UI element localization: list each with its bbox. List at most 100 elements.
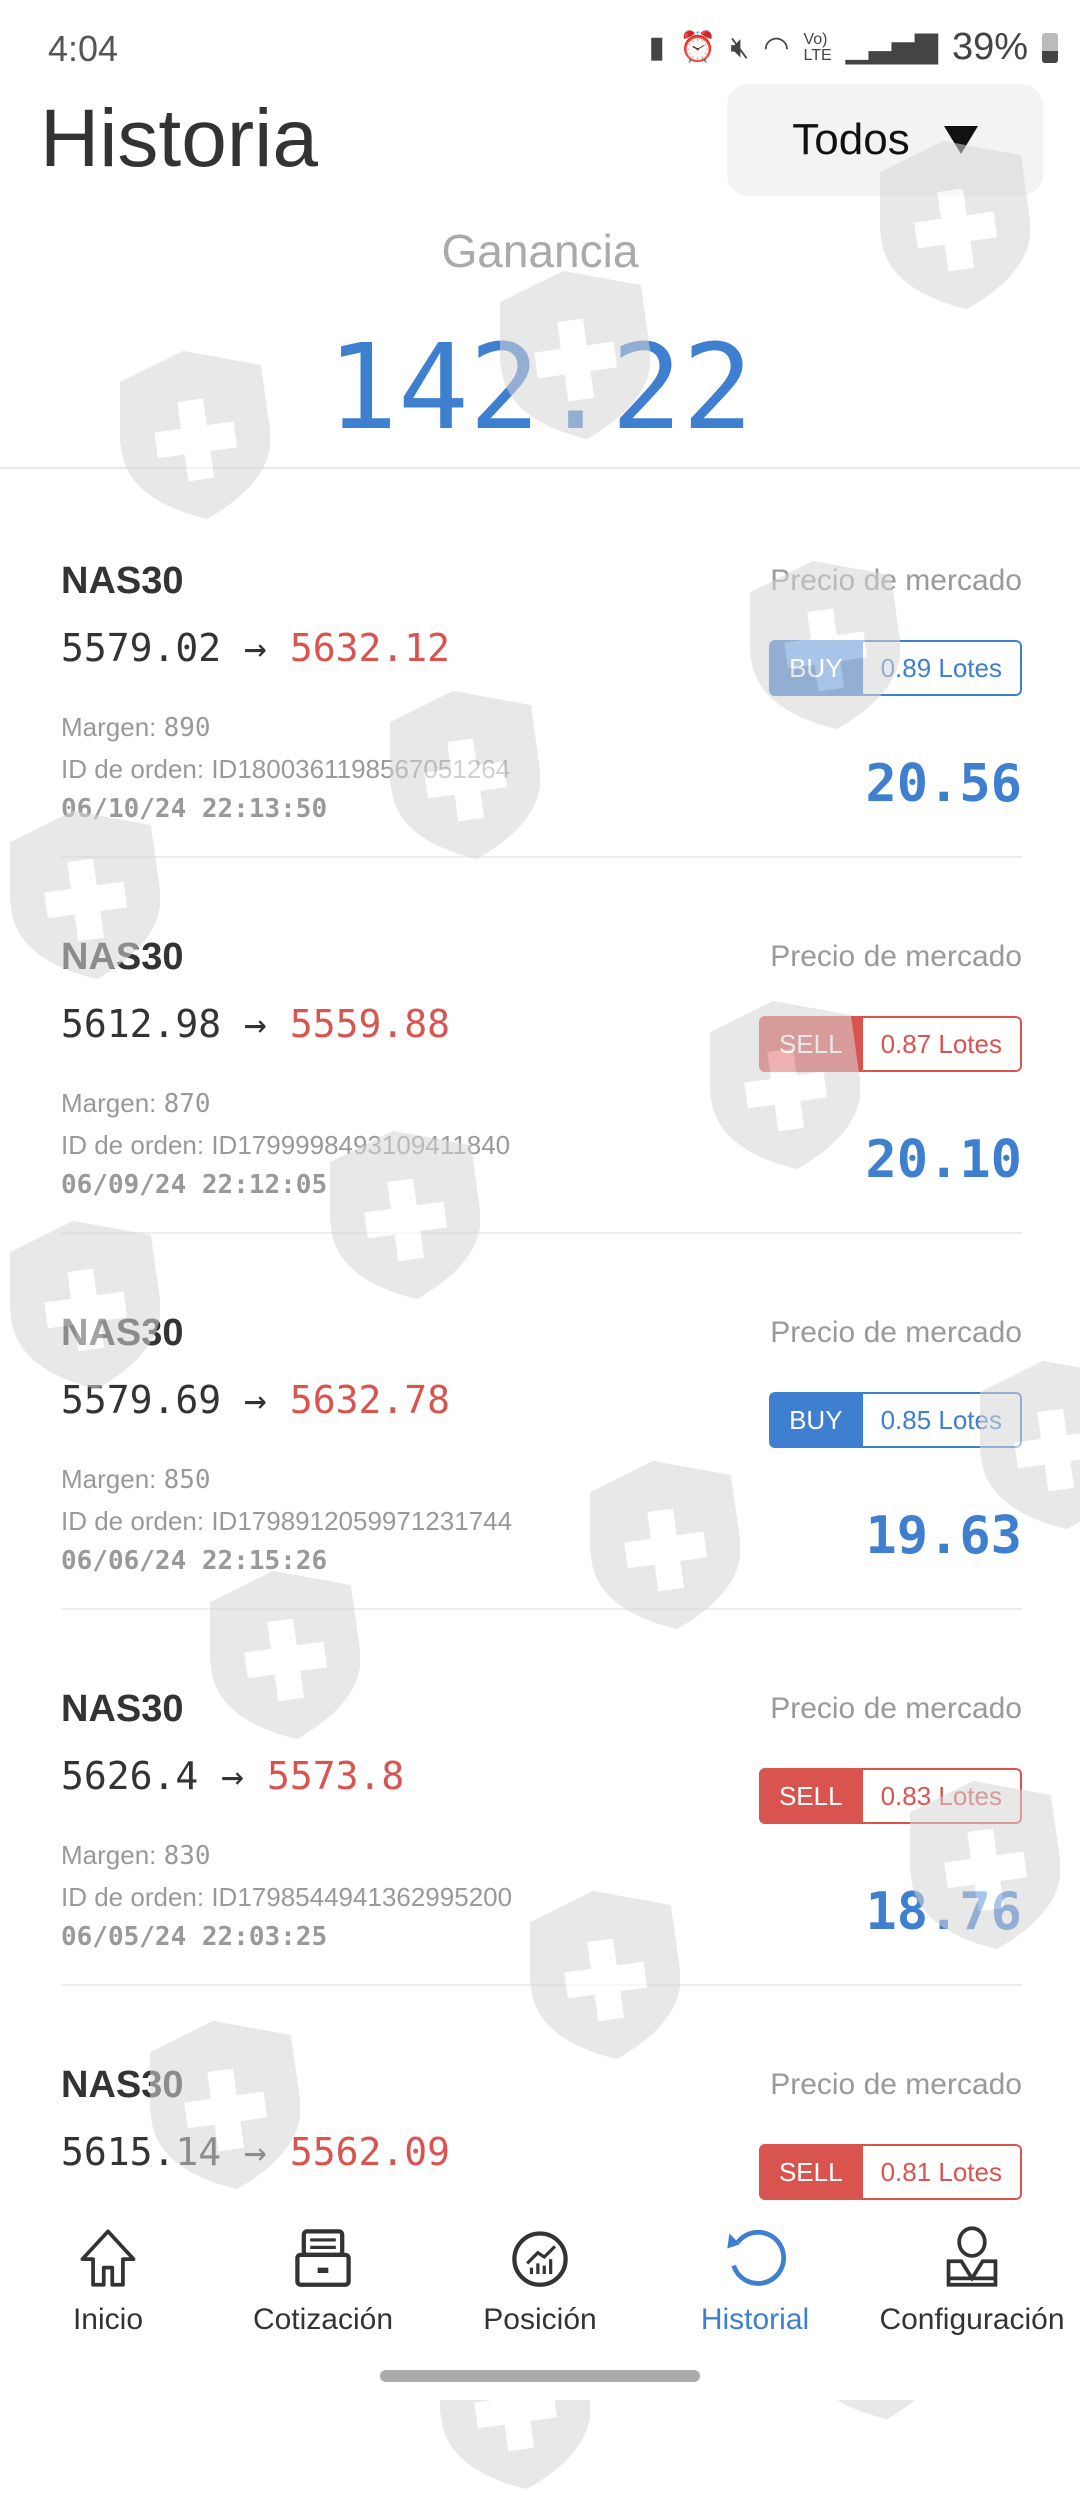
profit-total: 142.22 xyxy=(326,318,754,456)
market-price-label: Precio de mercado xyxy=(770,940,1022,973)
order-side-badge: BUY 0.85 Lotes xyxy=(769,1392,1022,1448)
order-prices: 5579.69 → 5632.78 xyxy=(61,1378,450,1422)
order-symbol: NAS30 xyxy=(61,936,184,978)
market-price-label: Precio de mercado xyxy=(770,2068,1022,2101)
profit-label: Ganancia xyxy=(441,225,639,277)
nav-label: Cotización xyxy=(252,2303,394,2336)
margin-label: Margen: xyxy=(61,1464,157,1494)
order-id-label: ID de orden: xyxy=(61,754,205,784)
order-datetime: 06/10/24 22:13:50 xyxy=(61,794,328,824)
open-price: 5615.14 xyxy=(61,2130,222,2174)
open-price: 5579.69 xyxy=(61,1378,222,1422)
order-margin: Margen: 870 xyxy=(61,1088,211,1119)
market-price-label: Precio de mercado xyxy=(770,1316,1022,1349)
open-price: 5626.4 xyxy=(61,1754,199,1798)
close-price: 5632.78 xyxy=(289,1378,450,1422)
order-id-label: ID de orden: xyxy=(61,1882,205,1912)
mute-icon: 🔇︎ xyxy=(730,30,750,64)
nav-item-history[interactable]: Historial xyxy=(655,2225,855,2337)
market-price-label: Precio de mercado xyxy=(770,564,1022,597)
order-profit: 18.76 xyxy=(865,1882,1022,1942)
order-id: ID de orden: ID1798912059971231744 xyxy=(61,1506,512,1537)
battery-icon xyxy=(1042,32,1058,63)
order-card[interactable]: NAS30 5612.98 → 5559.88 Margen: 870 ID d… xyxy=(61,936,1022,1336)
order-prices: 5579.02 → 5632.12 xyxy=(61,626,450,670)
user-icon xyxy=(946,2226,998,2287)
filter-dropdown[interactable]: Todos xyxy=(727,84,1043,196)
status-time: 4:04 xyxy=(48,28,119,69)
order-id: ID de orden: ID1800361198567051264 xyxy=(61,754,510,785)
open-price: 5579.02 xyxy=(61,626,222,670)
signal-icon: ▁▃▅▇ xyxy=(845,31,938,64)
margin-value: 830 xyxy=(163,1841,211,1871)
order-card[interactable]: NAS30 5579.69 → 5632.78 Margen: 850 ID d… xyxy=(61,1312,1022,1712)
order-lots: 0.81 Lotes xyxy=(862,2144,1022,2200)
order-id-label: ID de orden: xyxy=(61,1130,205,1160)
status-icons: ▮ ⏰ 🔇︎ ◠ Vo) LTE ▁▃▅▇ 39% xyxy=(649,26,1058,69)
order-side-badge: BUY 0.89 Lotes xyxy=(769,640,1022,696)
order-margin: Margen: 830 xyxy=(61,1840,211,1871)
order-side-badge: SELL 0.83 Lotes xyxy=(758,1768,1022,1824)
order-side: SELL xyxy=(758,1768,863,1824)
order-margin: Margen: 890 xyxy=(61,712,211,743)
wifi-icon: ◠ xyxy=(763,31,790,64)
arrow-right-icon: → xyxy=(244,626,267,670)
triangle-down-icon xyxy=(943,126,978,154)
arrow-right-icon: → xyxy=(244,1378,267,1422)
filter-value: Todos xyxy=(792,115,910,164)
home-indicator[interactable] xyxy=(380,2370,700,2382)
order-card[interactable]: NAS30 5626.4 → 5573.8 Margen: 830 ID de … xyxy=(61,1688,1022,2088)
margin-value: 890 xyxy=(163,713,211,743)
margin-value: 850 xyxy=(163,1465,211,1495)
margin-label: Margen: xyxy=(61,1840,157,1870)
order-prices: 5626.4 → 5573.8 xyxy=(61,1754,404,1798)
nav-label: Inicio xyxy=(72,2303,144,2336)
order-margin: Margen: 850 xyxy=(61,1464,211,1495)
order-symbol: NAS30 xyxy=(61,1312,184,1354)
order-id-value: ID1800361198567051264 xyxy=(211,754,511,784)
order-side: SELL xyxy=(758,1016,863,1072)
bottom-nav: Inicio Cotización Posición Historial Configu… xyxy=(0,2203,1080,2400)
order-symbol: NAS30 xyxy=(61,2064,184,2106)
battery-saver-icon: ▮ xyxy=(648,31,666,64)
page-title: Historia xyxy=(40,93,318,184)
order-lots: 0.83 Lotes xyxy=(862,1768,1022,1824)
order-side: SELL xyxy=(758,2144,863,2200)
nav-label: Posición xyxy=(483,2303,597,2336)
order-card[interactable]: NAS30 5579.02 → 5632.12 Margen: 890 ID d… xyxy=(61,560,1022,960)
close-price: 5632.12 xyxy=(289,626,450,670)
arrow-right-icon: → xyxy=(244,2130,267,2174)
nav-label: Configuración xyxy=(879,2303,1065,2336)
order-lots: 0.89 Lotes xyxy=(862,640,1022,696)
nav-label: Historial xyxy=(700,2303,810,2336)
order-side: BUY xyxy=(769,1392,863,1448)
nav-item-user[interactable]: Configuración xyxy=(872,2225,1072,2337)
order-side: BUY xyxy=(769,640,863,696)
close-price: 5559.88 xyxy=(289,1002,450,1046)
margin-label: Margen: xyxy=(61,1088,157,1118)
volte-icon: Vo) LTE xyxy=(803,30,832,64)
divider xyxy=(61,1608,1022,1610)
order-id-label: ID de orden: xyxy=(61,1506,205,1536)
home-icon xyxy=(80,2229,136,2287)
order-symbol: NAS30 xyxy=(61,1688,184,1730)
nav-item-home[interactable]: Inicio xyxy=(8,2225,208,2337)
nav-item-archive[interactable]: Cotización xyxy=(223,2225,423,2337)
divider xyxy=(61,856,1022,858)
chart-circle-icon xyxy=(512,2231,568,2287)
arrow-right-icon: → xyxy=(244,1002,267,1046)
open-price: 5612.98 xyxy=(61,1002,222,1046)
order-id-value: ID1798544941362995200 xyxy=(211,1882,513,1912)
order-profit: 19.63 xyxy=(865,1506,1022,1566)
order-side-badge: SELL 0.81 Lotes xyxy=(758,2144,1022,2200)
order-prices: 5615.14 → 5562.09 xyxy=(61,2130,450,2174)
market-price-label: Precio de mercado xyxy=(770,1692,1022,1725)
order-datetime: 06/05/24 22:03:25 xyxy=(61,1922,328,1952)
nav-item-chart-circle[interactable]: Posición xyxy=(440,2225,640,2337)
alarm-icon: ⏰ xyxy=(679,31,717,64)
order-prices: 5612.98 → 5559.88 xyxy=(61,1002,450,1046)
order-lots: 0.87 Lotes xyxy=(862,1016,1022,1072)
order-id-value: ID1798912059971231744 xyxy=(211,1506,513,1536)
arrow-right-icon: → xyxy=(221,1754,245,1798)
margin-label: Margen: xyxy=(61,712,157,742)
